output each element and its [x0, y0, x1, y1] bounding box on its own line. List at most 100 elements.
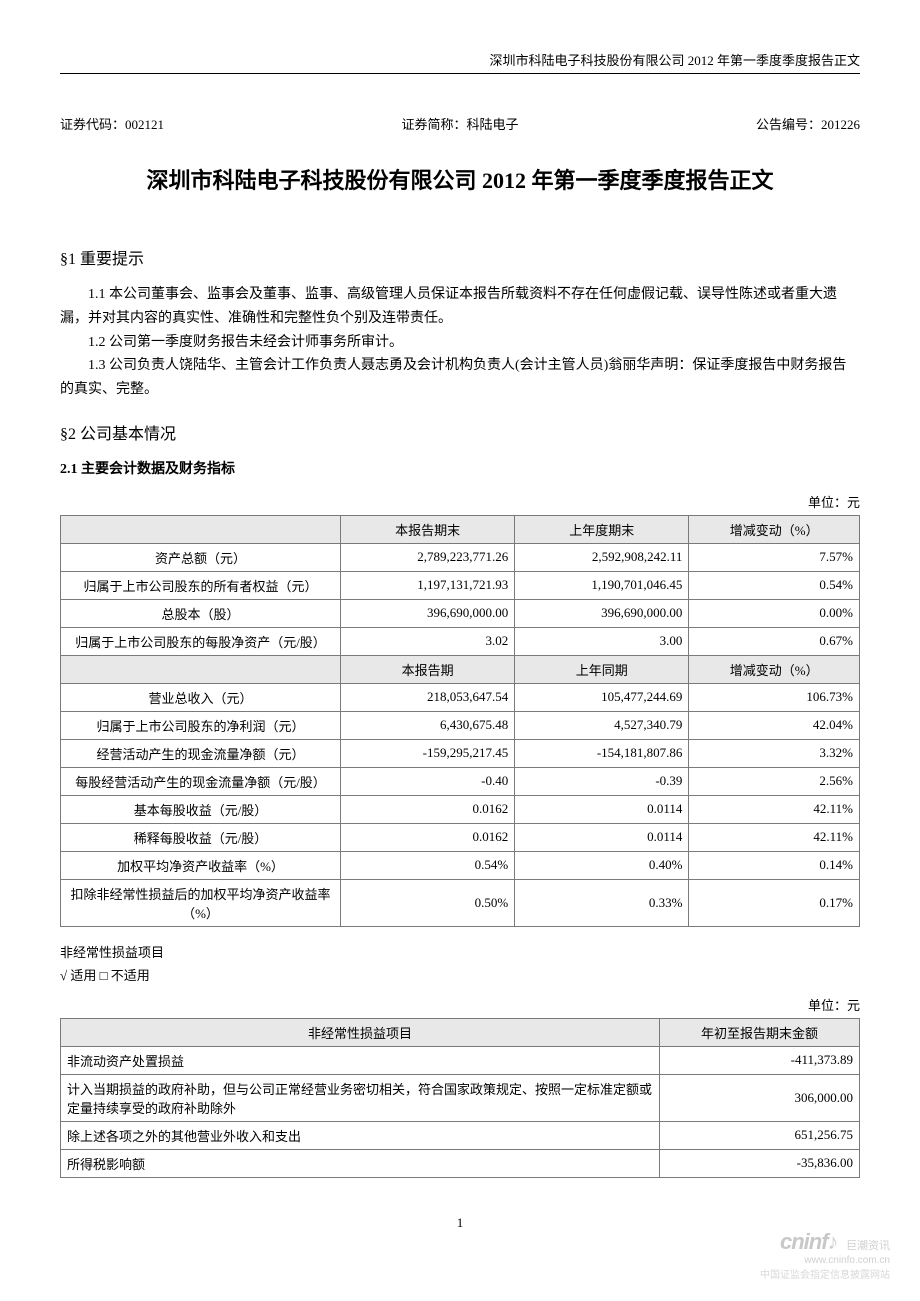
nr-amount: -35,836.00: [660, 1149, 860, 1177]
code-label: 证券代码：: [60, 117, 125, 132]
table-row: 归属于上市公司股东的净利润（元）6,430,675.484,527,340.79…: [61, 711, 860, 739]
cell-v3: 106.73%: [689, 683, 860, 711]
th-period: 本报告期: [341, 655, 515, 683]
table-row: 归属于上市公司股东的每股净资产（元/股）3.023.000.67%: [61, 627, 860, 655]
cell-v1: 396,690,000.00: [341, 599, 515, 627]
table-row: 经营活动产生的现金流量净额（元）-159,295,217.45-154,181,…: [61, 739, 860, 767]
s1-p1: 1.1 本公司董事会、监事会及董事、监事、高级管理人员保证本报告所载资料不存在任…: [60, 283, 860, 331]
notice-label: 公告编号：: [756, 117, 821, 132]
table-header-row-2: 本报告期 上年同期 增减变动（%）: [61, 655, 860, 683]
cell-v2: 396,690,000.00: [515, 599, 689, 627]
cell-v1: -159,295,217.45: [341, 739, 515, 767]
cell-v1: 3.02: [341, 627, 515, 655]
section1-heading: §1 重要提示: [60, 245, 860, 269]
watermark-url: www.cninfo.com.cn: [760, 1255, 890, 1266]
watermark-cn: 中国证监会指定信息披露网站: [760, 1266, 890, 1281]
cell-v3: 0.00%: [689, 599, 860, 627]
table-row: 非流动资产处置损益-411,373.89: [61, 1046, 860, 1074]
nonrecurring-applies: √ 适用 □ 不适用: [60, 966, 860, 987]
th-blank-2: [61, 655, 341, 683]
s1-p2: 1.2 公司第一季度财务报告未经会计师事务所审计。: [60, 331, 860, 355]
row-label: 资产总额（元）: [61, 543, 341, 571]
cell-v3: 3.32%: [689, 739, 860, 767]
nr-amount: -411,373.89: [660, 1046, 860, 1074]
nonrecurring-title: 非经常性损益项目: [60, 943, 860, 964]
cell-v1: 218,053,647.54: [341, 683, 515, 711]
watermark-logo: cninf♪: [780, 1229, 838, 1254]
table-row: 稀释每股收益（元/股）0.01620.011442.11%: [61, 823, 860, 851]
nr-label: 计入当期损益的政府补助，但与公司正常经营业务密切相关，符合国家政策规定、按照一定…: [61, 1074, 660, 1121]
cell-v2: 1,190,701,046.45: [515, 571, 689, 599]
table-row: 资产总额（元）2,789,223,771.262,592,908,242.117…: [61, 543, 860, 571]
cell-v1: 2,789,223,771.26: [341, 543, 515, 571]
row-label: 归属于上市公司股东的所有者权益（元）: [61, 571, 341, 599]
th-change-2: 增减变动（%）: [689, 655, 860, 683]
cell-v3: 2.56%: [689, 767, 860, 795]
table-row: 营业总收入（元）218,053,647.54105,477,244.69106.…: [61, 683, 860, 711]
table-row: 归属于上市公司股东的所有者权益（元）1,197,131,721.931,190,…: [61, 571, 860, 599]
table-row: 加权平均净资产收益率（%）0.54%0.40%0.14%: [61, 851, 860, 879]
row-label: 经营活动产生的现金流量净额（元）: [61, 739, 341, 767]
nr-label: 非流动资产处置损益: [61, 1046, 660, 1074]
table-row: 扣除非经常性损益后的加权平均净资产收益率（%）0.50%0.33%0.17%: [61, 879, 860, 926]
notice-number: 公告编号：201226: [756, 114, 860, 133]
cell-v2: 2,592,908,242.11: [515, 543, 689, 571]
row-label: 扣除非经常性损益后的加权平均净资产收益率（%）: [61, 879, 341, 926]
nr-amount: 651,256.75: [660, 1121, 860, 1149]
nr-header-row: 非经常性损益项目 年初至报告期末金额: [61, 1018, 860, 1046]
cell-v1: 0.0162: [341, 795, 515, 823]
table-row: 所得税影响额-35,836.00: [61, 1149, 860, 1177]
row-label: 加权平均净资产收益率（%）: [61, 851, 341, 879]
cell-v2: 0.33%: [515, 879, 689, 926]
cell-v1: 6,430,675.48: [341, 711, 515, 739]
th-blank-1: [61, 515, 341, 543]
nr-amount: 306,000.00: [660, 1074, 860, 1121]
row-label: 基本每股收益（元/股）: [61, 795, 341, 823]
table-row: 总股本（股）396,690,000.00396,690,000.000.00%: [61, 599, 860, 627]
section2-heading: §2 公司基本情况: [60, 420, 860, 444]
nr-label: 所得税影响额: [61, 1149, 660, 1177]
watermark: cninf♪ 巨潮资讯 www.cninfo.com.cn 中国证监会指定信息披…: [760, 1229, 890, 1281]
cell-v3: 7.57%: [689, 543, 860, 571]
unit-label-2: 单位：元: [60, 995, 860, 1014]
notice-value: 201226: [821, 117, 860, 132]
code-value: 002121: [125, 117, 164, 132]
financial-table: 本报告期末 上年度期末 增减变动（%） 资产总额（元）2,789,223,771…: [60, 515, 860, 927]
row-label: 总股本（股）: [61, 599, 341, 627]
short-value: 科陆电子: [467, 117, 519, 132]
table-row: 基本每股收益（元/股）0.01620.011442.11%: [61, 795, 860, 823]
row-label: 归属于上市公司股东的净利润（元）: [61, 711, 341, 739]
table-row: 除上述各项之外的其他营业外收入和支出651,256.75: [61, 1121, 860, 1149]
row-label: 归属于上市公司股东的每股净资产（元/股）: [61, 627, 341, 655]
cell-v2: 0.0114: [515, 823, 689, 851]
cell-v3: 0.14%: [689, 851, 860, 879]
row-label: 每股经营活动产生的现金流量净额（元/股）: [61, 767, 341, 795]
cell-v3: 42.04%: [689, 711, 860, 739]
nr-th-item: 非经常性损益项目: [61, 1018, 660, 1046]
cell-v1: -0.40: [341, 767, 515, 795]
row-label: 稀释每股收益（元/股）: [61, 823, 341, 851]
page-header: 深圳市科陆电子科技股份有限公司 2012 年第一季度季度报告正文: [60, 50, 860, 74]
nr-th-amount: 年初至报告期末金额: [660, 1018, 860, 1046]
cell-v1: 0.50%: [341, 879, 515, 926]
cell-v2: 105,477,244.69: [515, 683, 689, 711]
watermark-badge: 巨潮资讯: [846, 1237, 890, 1253]
cell-v3: 42.11%: [689, 823, 860, 851]
s1-p3: 1.3 公司负责人饶陆华、主管会计工作负责人聂志勇及会计机构负责人(会计主管人员…: [60, 354, 860, 402]
cell-v2: -0.39: [515, 767, 689, 795]
table-header-row-1: 本报告期末 上年度期末 增减变动（%）: [61, 515, 860, 543]
table-row: 每股经营活动产生的现金流量净额（元/股）-0.40-0.392.56%: [61, 767, 860, 795]
th-change-1: 增减变动（%）: [689, 515, 860, 543]
unit-label-1: 单位：元: [60, 492, 860, 511]
cell-v3: 0.67%: [689, 627, 860, 655]
cell-v1: 1,197,131,721.93: [341, 571, 515, 599]
security-short: 证券简称：科陆电子: [401, 114, 518, 133]
cell-v2: 3.00: [515, 627, 689, 655]
row-label: 营业总收入（元）: [61, 683, 341, 711]
table-row: 计入当期损益的政府补助，但与公司正常经营业务密切相关，符合国家政策规定、按照一定…: [61, 1074, 860, 1121]
cell-v1: 0.0162: [341, 823, 515, 851]
nr-label: 除上述各项之外的其他营业外收入和支出: [61, 1121, 660, 1149]
cell-v2: -154,181,807.86: [515, 739, 689, 767]
meta-row: 证券代码：002121 证券简称：科陆电子 公告编号：201226: [60, 114, 860, 133]
cell-v1: 0.54%: [341, 851, 515, 879]
